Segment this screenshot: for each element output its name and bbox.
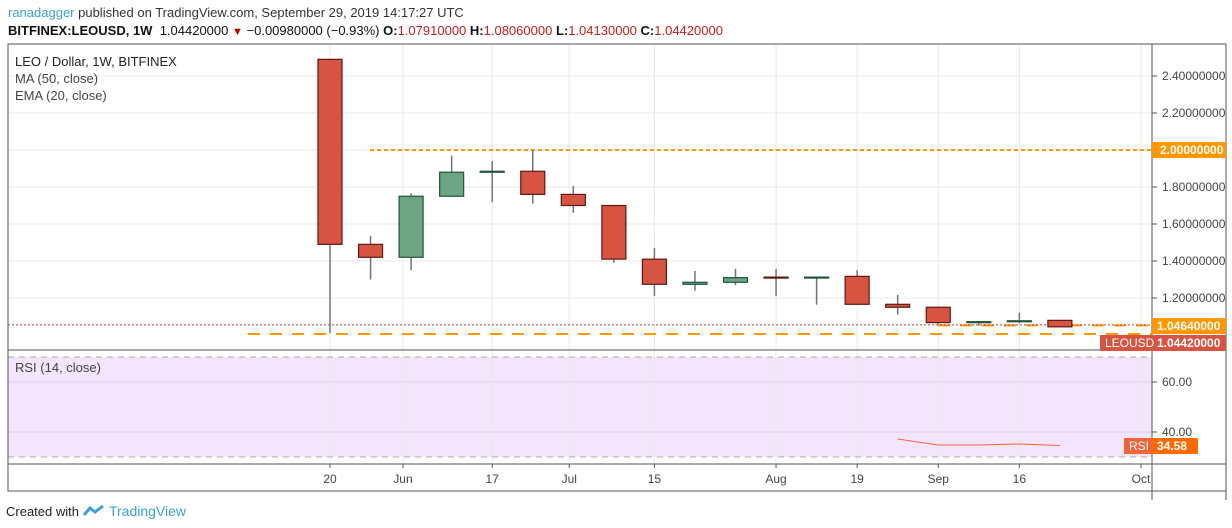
chart-frame [7, 43, 1227, 492]
rsi-value-badge: 34.58 [1157, 439, 1187, 453]
rsi-line [897, 438, 1060, 447]
low-label: L: [555, 23, 569, 38]
time-tick-label: 17 [486, 472, 500, 486]
candle [966, 321, 992, 324]
open-label: O: [383, 23, 398, 38]
time-tick-label: 15 [648, 472, 662, 486]
candle [398, 195, 424, 258]
last-price: 1.04420000 [159, 23, 229, 38]
legend-title: LEO / Dollar, 1W, BITFINEX [15, 54, 177, 69]
author-link[interactable]: ranadagger [8, 5, 75, 20]
price-tick-label: 1.20000000 [1162, 291, 1226, 305]
candle [439, 171, 465, 197]
candle [844, 275, 870, 305]
high-label: H: [469, 23, 484, 38]
candle [520, 170, 546, 195]
chart-legend: LEO / Dollar, 1W, BITFINEX MA (50, close… [15, 53, 177, 104]
created-with: Created with [6, 503, 79, 519]
candle [317, 58, 343, 245]
last-price-badge: 1.04420000 [1157, 336, 1221, 350]
rsi-name-badge-bg [1124, 438, 1152, 454]
low-value: 1.04130000 [568, 23, 637, 38]
tradingview-logo-icon [82, 505, 104, 516]
time-tick-label: 19 [850, 472, 864, 486]
rsi-name-badge: RSI [1129, 439, 1149, 453]
level-badge: 2.00000000 [1160, 143, 1224, 157]
rsi-tick-label: 60.00 [1162, 375, 1192, 389]
last-price-badge-bg [1152, 335, 1226, 351]
candle [641, 258, 668, 285]
price-tick-label: 1.80000000 [1162, 180, 1226, 194]
tradingview-brand[interactable]: TradingView [108, 503, 187, 519]
price-tick-label: 1.40000000 [1162, 254, 1226, 268]
candle [763, 276, 789, 279]
change: −0.00980000 (−0.93%) [246, 23, 380, 38]
rsi-band [8, 357, 1152, 457]
candle [601, 204, 627, 260]
time-tick-label: Jul [562, 472, 577, 486]
down-arrow-icon: ▼ [232, 26, 243, 38]
level-badge-bg [1152, 142, 1226, 158]
candle [1047, 319, 1073, 328]
candle [479, 170, 505, 173]
open-value: 1.07910000 [397, 23, 467, 38]
rsi-value-badge-bg [1152, 438, 1198, 454]
candle [803, 276, 830, 279]
support-badge-bg [1152, 318, 1226, 334]
candle [925, 306, 951, 324]
price-tick-label: 2.20000000 [1162, 106, 1226, 120]
price-tick-label: 1.60000000 [1162, 217, 1226, 231]
high-value: 1.08060000 [483, 23, 553, 38]
symbol: BITFINEX:LEOUSD, 1W [8, 23, 153, 38]
close-value: 1.04420000 [654, 23, 723, 38]
legend-ma[interactable]: MA (50, close) [15, 71, 99, 86]
close-label: C: [640, 23, 655, 38]
publish-info: ranadagger published on TradingView.com,… [8, 5, 464, 20]
time-tick-label: 16 [1013, 472, 1027, 486]
candle [682, 281, 708, 285]
symbol-badge-bg [1100, 335, 1152, 351]
time-tick-label: Aug [765, 472, 786, 486]
price-tick-label: 2.40000000 [1162, 69, 1226, 83]
candle [560, 193, 586, 207]
time-tick-label: Sep [928, 472, 950, 486]
time-tick-label: Jun [393, 472, 412, 486]
time-tick-label: 20 [323, 472, 337, 486]
support-badge: 1.04640000 [1157, 319, 1221, 333]
symbol-badge: LEOUSD [1105, 336, 1155, 350]
candle [357, 243, 384, 258]
publish-text: published on TradingView.com, September … [74, 5, 464, 20]
footer: Created with TradingView [6, 503, 186, 519]
legend-ema[interactable]: EMA (20, close) [15, 88, 107, 103]
time-tick-label: Oct [1132, 472, 1151, 486]
candle [1006, 320, 1032, 323]
rsi-tick-label: 40.00 [1162, 425, 1192, 439]
candle [722, 277, 749, 283]
chart[interactable]: 2.40000000 2.20000000 2.00000000 1.80000000… [0, 0, 1232, 500]
ohlc-bar: BITFINEX:LEOUSD, 1W 1.04420000 ▼ −0.0098… [8, 23, 723, 38]
candle [885, 303, 911, 308]
legend-rsi[interactable]: RSI (14, close) [15, 360, 101, 375]
